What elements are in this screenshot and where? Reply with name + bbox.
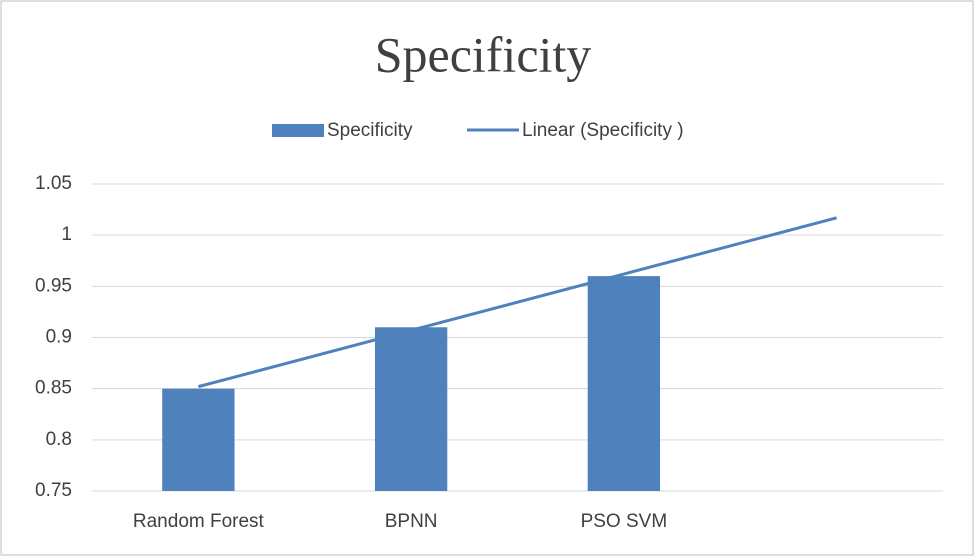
y-tick-label: 0.95: [35, 275, 72, 296]
y-tick-label: 0.8: [46, 429, 72, 450]
x-tick-label: BPNN: [385, 511, 438, 532]
legend-swatch: [272, 124, 324, 137]
bar: [162, 388, 235, 491]
y-tick-label: 1: [61, 224, 72, 245]
legend-label: Linear (Specificity ): [522, 120, 684, 141]
chart-title: Specificity: [375, 26, 592, 82]
y-tick-label: 0.75: [35, 480, 72, 501]
y-tick-label: 1.05: [35, 173, 72, 194]
legend-label: Specificity: [327, 120, 413, 141]
bar: [587, 276, 661, 491]
x-tick-label: PSO SVM: [581, 511, 668, 532]
x-tick-label: Random Forest: [133, 511, 265, 532]
y-tick-label: 0.9: [46, 327, 72, 348]
bar: [374, 327, 448, 491]
y-tick-label: 0.85: [35, 378, 72, 399]
trendline: [197, 216, 838, 389]
